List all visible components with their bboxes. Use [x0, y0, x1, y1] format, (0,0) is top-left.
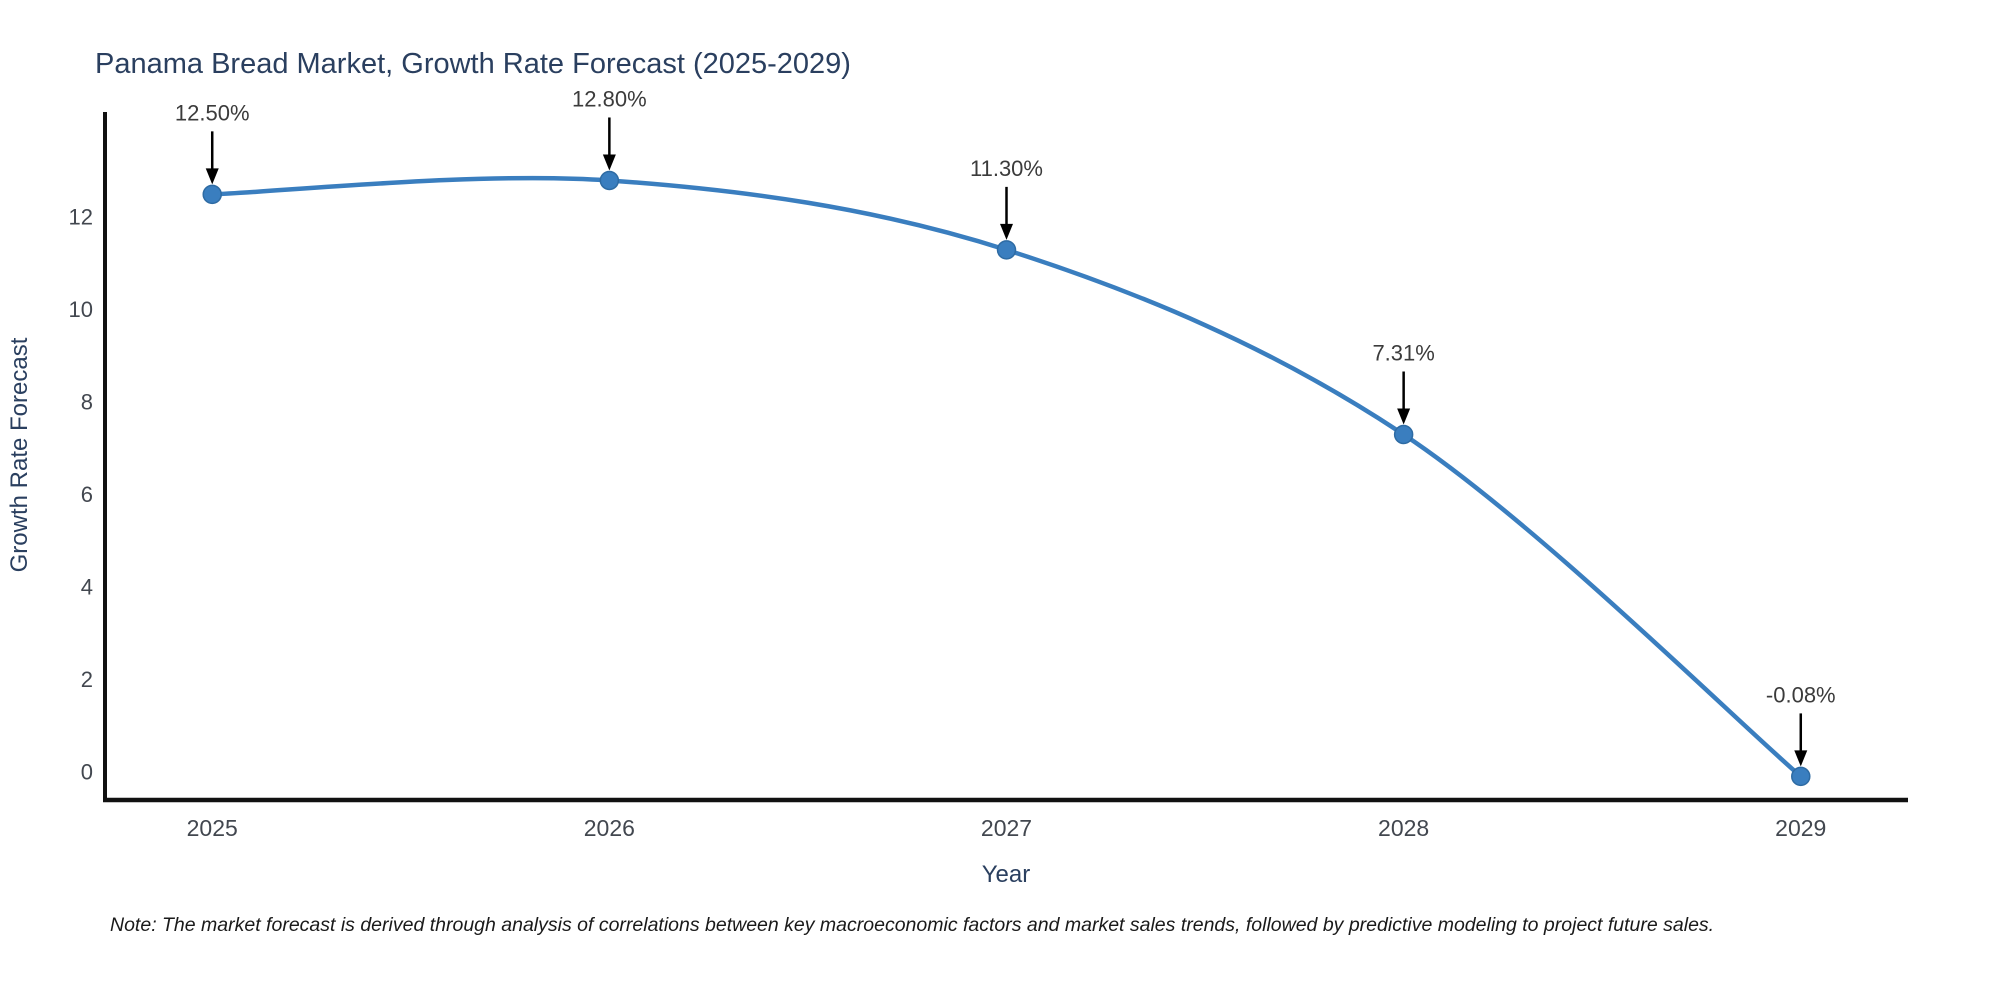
data-point-2027 [996, 240, 1017, 260]
y-tick-label: 10 [69, 297, 93, 322]
footnote: Note: The market forecast is derived thr… [110, 914, 1714, 936]
annotation-arrowhead [1794, 750, 1808, 767]
y-tick-label: 12 [69, 204, 93, 229]
y-tick-label: 6 [81, 482, 93, 507]
forecast-line [209, 175, 1804, 779]
data-point-2029 [1791, 766, 1811, 787]
annotation-arrowhead [602, 154, 616, 171]
point-label: -0.08% [1766, 682, 1836, 707]
data-point-2028 [1393, 424, 1414, 445]
y-tick-label: 4 [81, 575, 93, 600]
data-point-2026 [599, 170, 620, 191]
point-label: 12.50% [175, 100, 250, 125]
y-tick-label: 0 [81, 760, 93, 785]
x-tick-label: 2025 [187, 815, 238, 841]
y-axis-title: Growth Rate Forecast [6, 337, 33, 572]
point-label: 7.31% [1372, 340, 1434, 365]
data-point-2025 [202, 184, 222, 205]
x-tick-label: 2028 [1378, 815, 1429, 841]
chart-title: Panama Bread Market, Growth Rate Forecas… [95, 48, 851, 80]
x-tick-label: 2029 [1775, 815, 1826, 841]
point-label: 11.30% [970, 156, 1043, 181]
y-tick-label: 2 [81, 667, 93, 692]
point-label: 12.80% [572, 86, 647, 111]
x-axis-title: Year [982, 861, 1031, 888]
plot-area: 12.50% 12.80% 11.30% 7.31% -0.08% 0 2 4 6 8 10 12 20… [69, 86, 1908, 841]
annotation-arrowhead [1397, 408, 1411, 425]
y-tick-label: 8 [81, 390, 93, 415]
x-tick-label: 2027 [981, 815, 1032, 841]
x-tick-label: 2026 [584, 815, 635, 841]
annotation-arrowhead [205, 168, 219, 185]
annotation-arrowhead [1000, 223, 1013, 240]
